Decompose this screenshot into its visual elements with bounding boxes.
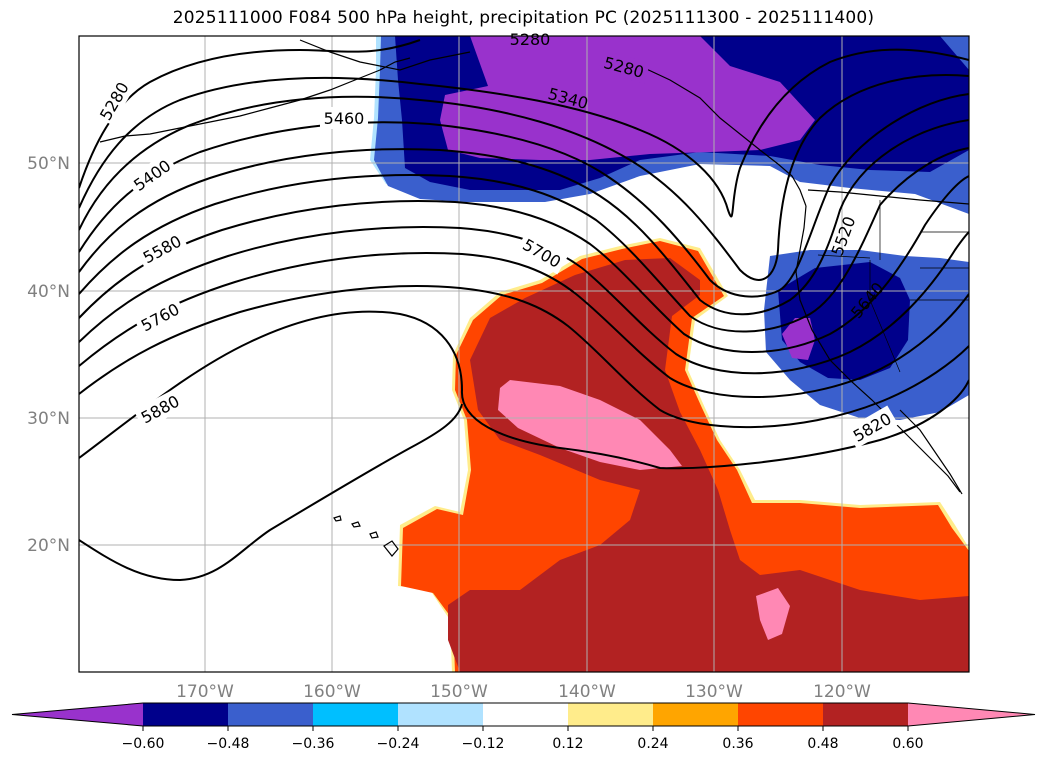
longitude-labels: 170°W 160°W 150°W 140°W 130°W 120°W <box>176 682 871 702</box>
baja-coastline <box>899 409 963 495</box>
height-contour-5580 <box>79 147 969 333</box>
colorbar-segment <box>228 703 313 726</box>
positive-anomaly-red <box>448 258 969 672</box>
height-contour-5640 <box>79 175 969 353</box>
height-contour-5400 <box>79 74 969 281</box>
colorbar-segment <box>313 703 398 726</box>
colorbar-segment <box>483 703 568 726</box>
colorbar-tick-label: −0.60 <box>122 736 165 752</box>
colorbar-extend-low <box>12 703 143 726</box>
height-contour-5820 <box>79 285 969 429</box>
colorbar-segment <box>823 703 908 726</box>
hawaii-oahu <box>351 521 361 528</box>
lat-label-50n: 50°N <box>27 154 70 174</box>
colorbar-tick-label: 0.48 <box>807 736 838 752</box>
hawaii-maui <box>369 531 379 539</box>
aleutian-coastline <box>99 57 411 143</box>
colorbar-tick-label: 0.24 <box>637 736 668 752</box>
colorbar-tick-label: 0.36 <box>722 736 753 752</box>
hawaii-big-island <box>383 540 399 557</box>
colorbar-tick-label: −0.24 <box>377 736 420 752</box>
lon-label-150w: 150°W <box>430 682 488 702</box>
colorbar-segment <box>653 703 738 726</box>
height-contour-5700 <box>79 226 969 375</box>
lon-label-160w: 160°W <box>303 682 361 702</box>
colorbar-segment <box>143 703 228 726</box>
colorbar-segment <box>738 703 823 726</box>
colorbar: −0.60 −0.48 −0.36 −0.24 −0.12 0.12 0.24 0.36 0.4… <box>11 702 1036 752</box>
positive-anomaly-pink-south <box>756 588 790 640</box>
lon-label-140w: 140°W <box>558 682 616 702</box>
contour-label: 5280 <box>510 30 551 49</box>
state-lines <box>817 200 969 373</box>
height-contour-5460 <box>79 93 969 298</box>
us-west-coastline <box>795 205 961 493</box>
colorbar-tick-label: 0.60 <box>892 736 923 752</box>
height-contour-5760 <box>79 252 969 399</box>
height-contour-5520 <box>79 119 969 316</box>
colorbar-tick-label: −0.48 <box>207 736 250 752</box>
lat-label-40n: 40°N <box>27 282 70 302</box>
height-contour-5880 <box>79 310 969 470</box>
colorbar-tick-label: −0.36 <box>292 736 335 752</box>
height-contour-5340 <box>79 48 969 218</box>
lon-label-170w: 170°W <box>176 682 234 702</box>
colorbar-tick-label: −0.12 <box>462 736 505 752</box>
latitude-labels: 50°N 40°N 30°N 20°N <box>27 154 70 556</box>
height-contour-5940 <box>79 403 463 582</box>
hawaii-kauai <box>333 515 342 522</box>
negative-anomaly-north-purple <box>440 36 815 160</box>
colorbar-extend-high <box>908 703 1035 726</box>
positive-anomaly-pink <box>498 380 682 470</box>
map-title: 2025111000 F084 500 hPa height, precipit… <box>172 8 875 28</box>
colorbar-tick-label: 0.12 <box>552 736 583 752</box>
colorbar-segment <box>568 703 653 726</box>
lon-label-120w: 120°W <box>813 682 871 702</box>
lat-label-30n: 30°N <box>27 409 70 429</box>
contour-label: 5460 <box>324 109 365 128</box>
lat-label-20n: 20°N <box>27 536 70 556</box>
negative-anomaly-coast-purple <box>782 318 815 360</box>
lon-label-130w: 130°W <box>685 682 743 702</box>
map-frame <box>78 35 970 673</box>
us-canada-border <box>807 189 969 205</box>
panhandle-coastline <box>639 65 807 207</box>
colorbar-segment <box>398 703 483 726</box>
